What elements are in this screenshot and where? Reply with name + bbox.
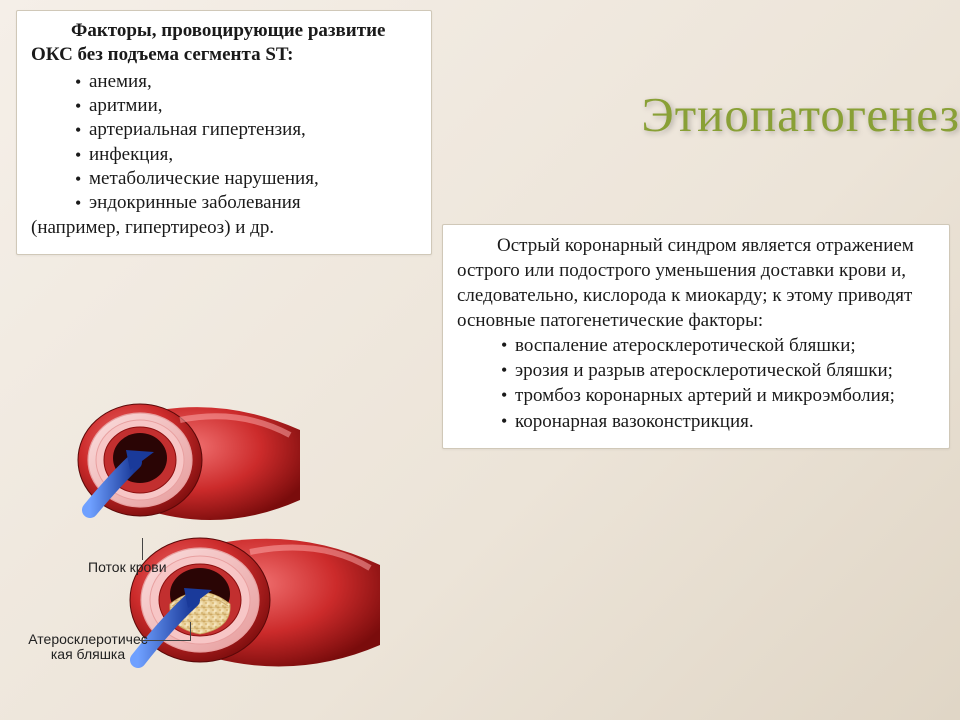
slide-title: Этиопатогенез [641, 86, 960, 143]
main-paragraph: Острый коронарный синдром является отраж… [457, 233, 935, 333]
label-blood-flow: Поток крови [88, 560, 167, 575]
main-box: Острый коронарный синдром является отраж… [442, 224, 950, 449]
list-item: инфекция, [75, 143, 417, 167]
list-item: эрозия и разрыв атеросклеротической бляш… [501, 358, 935, 383]
list-item: анемия, [75, 70, 417, 94]
main-list: воспаление атеросклеротической бляшки; э… [457, 333, 935, 433]
list-item: эндокринные заболевания [75, 191, 417, 215]
pointer-line [140, 640, 190, 641]
artery-diagram: Поток крови Атеросклеротическая бляшка [10, 360, 430, 710]
pointer-line [142, 538, 143, 560]
factors-list: анемия, аритмии, артериальная гипертензи… [31, 70, 417, 216]
label-plaque: Атеросклеротическая бляшка [28, 632, 148, 661]
list-item: метаболические нарушения, [75, 167, 417, 191]
list-item: воспаление атеросклеротической бляшки; [501, 333, 935, 358]
list-item: аритмии, [75, 94, 417, 118]
artery-plaque [120, 510, 400, 690]
pointer-line [190, 622, 191, 641]
list-item: коронарная вазоконстрикция. [501, 409, 935, 434]
factors-heading: Факторы, провоцирующие развитие ОКС без … [31, 19, 417, 68]
slide: Этиопатогенез Факторы, провоцирующие раз… [0, 0, 960, 720]
factors-box: Факторы, провоцирующие развитие ОКС без … [16, 10, 432, 255]
list-item: артериальная гипертензия, [75, 118, 417, 142]
factors-tail: (например, гипертиреоз) и др. [31, 216, 417, 240]
list-item: тромбоз коронарных артерий и микроэмболи… [501, 383, 935, 408]
